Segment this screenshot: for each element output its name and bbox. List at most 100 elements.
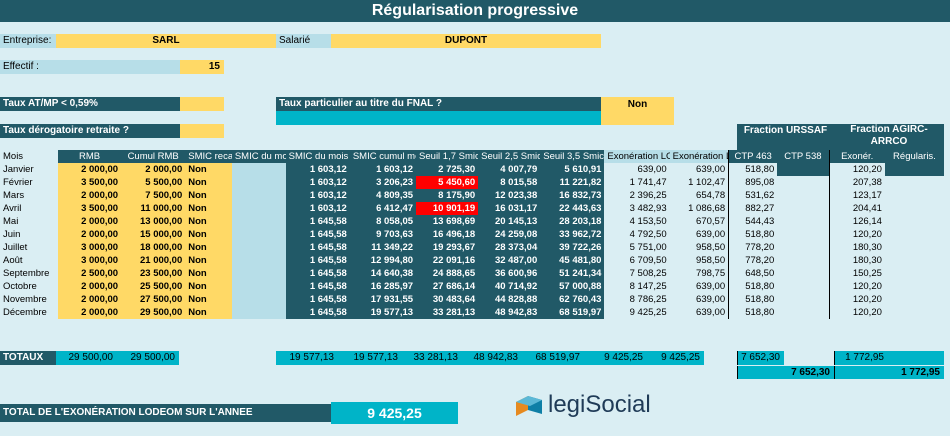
table-row: Février 3 500,00 5 500,00 Non 1 603,12 3 206,… [0,176,944,189]
cell-s35: 16 832,73 [540,189,605,202]
cell-s35: 45 481,80 [540,254,605,267]
cell-s25: 12 023,38 [478,189,541,202]
table-header-row: Mois RMB Cumul RMB SMIC recalculé ? SMIC… [0,150,944,163]
col-exo-cumul: Exonération LODEOM du mois (cumul) [604,150,670,163]
cell-rmb[interactable]: 2 000,00 [57,306,122,319]
legisocial-logo-text: legiSocial [548,391,651,418]
cell-ctp463: 882,27 [728,202,778,215]
cell-exo: 639,00 [669,280,729,293]
cell-ctp538 [777,293,829,306]
cell-recalc[interactable]: Non [185,215,232,228]
cell-smic-cumul: 4 809,35 [349,189,417,202]
cell-regul [884,267,944,280]
cell-recalc[interactable]: Non [185,202,232,215]
cell-exo-cumul: 6 709,50 [604,254,670,267]
cell-exo-cumul: 3 482,93 [604,202,670,215]
salarie-label: Salarié [276,34,331,48]
totaux-label: TOTAUX [0,351,56,365]
total-exo-label: TOTAL DE L'EXONÉRATION LODEOM SUR L'ANNE… [0,404,331,422]
entreprise-label: Entreprise: [0,34,56,48]
cell-exo: 958,50 [669,254,729,267]
cell-recalc[interactable]: Non [185,228,232,241]
cell-ctp463: 544,43 [728,215,778,228]
cell-rmb[interactable]: 3 500,00 [57,176,122,189]
cell-ctp463: 648,50 [728,267,778,280]
totaux-s17: 33 281,13 [402,351,462,365]
totaux-exo: 9 425,25 [647,351,704,365]
cell-rmb[interactable]: 2 000,00 [57,215,122,228]
col-smic-recalc: SMIC recalculé ? [185,150,232,163]
totaux-s25: 48 942,83 [462,351,522,365]
cell-s25: 4 007,79 [478,163,541,176]
cell-s17: 8 175,90 [416,189,479,202]
cell-rmb[interactable]: 3 500,00 [57,202,122,215]
cell-s35: 11 221,82 [540,176,605,189]
cell-rmb[interactable]: 2 000,00 [57,189,122,202]
cell-rmb[interactable]: 2 500,00 [57,267,122,280]
cell-smic-empty [231,267,286,280]
col-regul: Régularis. [884,150,944,163]
col-cumul-rmb: Cumul RMB [121,150,186,163]
taux-derog-label: Taux dérogatoire retraite ? [0,124,180,138]
cell-s35: 28 203,18 [540,215,605,228]
cell-ctp463: 518,80 [728,280,778,293]
cell-rmb[interactable]: 2 000,00 [57,280,122,293]
taux-fnal-field[interactable]: Non [601,97,674,125]
cell-recalc[interactable]: Non [185,293,232,306]
total-exo-value: 9 425,25 [331,402,458,424]
cell-regul [884,293,944,306]
cell-smic-empty [231,176,286,189]
cell-recalc[interactable]: Non [185,176,232,189]
cell-rmb[interactable]: 3 000,00 [57,254,122,267]
cell-month: Décembre [0,306,58,319]
cell-exo-cumul: 4 792,50 [604,228,670,241]
cell-ctp463: 895,08 [728,176,778,189]
cell-smic-cumul: 11 349,22 [349,241,417,254]
cell-exo-cumul: 9 425,25 [604,306,670,319]
taux-derog-field[interactable] [180,124,224,138]
cell-smic-empty [231,293,286,306]
cell-rmb[interactable]: 2 000,00 [57,163,122,176]
cell-exo: 639,00 [669,293,729,306]
totaux-exoner: 1 772,95 [834,351,888,365]
taux-atmp-field[interactable] [180,97,224,111]
cell-recalc[interactable]: Non [185,241,232,254]
entreprise-field[interactable]: SARL [56,34,276,48]
table-row: Novembre 2 000,00 27 500,00 Non 1 645,58 17 9… [0,293,944,306]
cell-exo: 958,50 [669,241,729,254]
table-row: Juillet 3 000,00 18 000,00 Non 1 645,58 11 34… [0,241,944,254]
cell-s25: 20 145,13 [478,215,541,228]
data-table: Mois RMB Cumul RMB SMIC recalculé ? SMIC… [0,150,944,319]
cell-cumul: 5 500,00 [121,176,186,189]
cell-s25: 16 031,17 [478,202,541,215]
agirc-total: 1 772,95 [834,366,944,379]
effectif-field[interactable]: 15 [180,60,224,74]
cell-recalc[interactable]: Non [185,306,232,319]
cell-cumul: 29 500,00 [121,306,186,319]
cell-rmb[interactable]: 2 000,00 [57,228,122,241]
totaux-smic: 19 577,13 [276,351,338,365]
cell-ctp538 [777,267,829,280]
cell-recalc[interactable]: Non [185,267,232,280]
cell-recalc[interactable]: Non [185,189,232,202]
cell-s17: 22 091,16 [416,254,479,267]
salarie-field[interactable]: DUPONT [331,34,601,48]
cell-exoner: 120,20 [828,280,885,293]
col-smic-cumul: SMIC cumul mois [349,150,417,163]
col-seuil-25: Seuil 2,5 Smic cumulé [478,150,541,163]
cell-smic-empty [231,241,286,254]
cell-exoner: 120,20 [828,293,885,306]
col-seuil-35: Seuil 3,5 Smic cumulé [540,150,605,163]
cell-rmb[interactable]: 2 000,00 [57,293,122,306]
cell-recalc[interactable]: Non [185,163,232,176]
cell-s25: 24 259,08 [478,228,541,241]
cell-s25: 32 487,00 [478,254,541,267]
col-smic-mois-1: SMIC du mois [231,150,286,163]
cell-smic-empty [231,280,286,293]
cell-smic: 1 645,58 [285,215,350,228]
cell-exo: 639,00 [669,163,729,176]
cell-recalc[interactable]: Non [185,280,232,293]
cell-regul [884,163,944,176]
cell-recalc[interactable]: Non [185,254,232,267]
cell-rmb[interactable]: 3 000,00 [57,241,122,254]
